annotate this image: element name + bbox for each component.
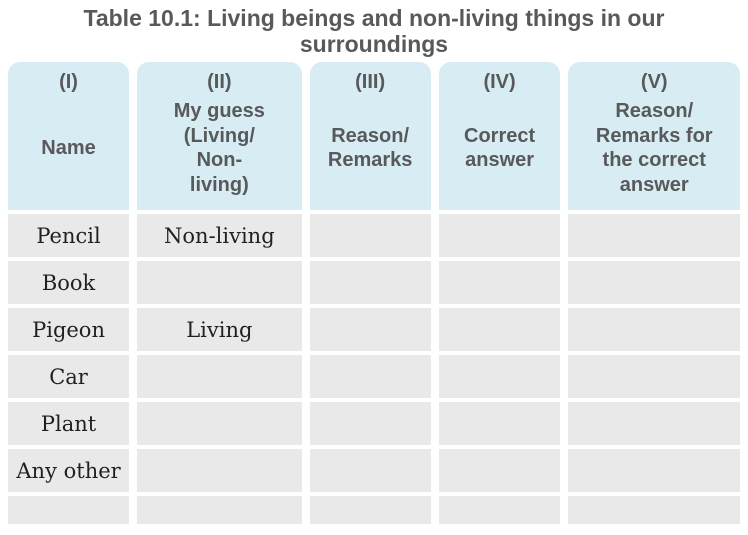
- guess-cell: [137, 355, 302, 398]
- reason-correct-cell: [568, 449, 740, 492]
- worksheet-table: (I) Name (II) My guess (Living/ Non- liv…: [0, 58, 748, 528]
- table-row-plant: Plant: [8, 402, 740, 445]
- reason-correct-cell: [568, 261, 740, 304]
- header-cell-correct-answer: (IV) Correct answer: [438, 62, 561, 210]
- name-cell: Pigeon: [8, 308, 130, 351]
- column-numeral: (V): [640, 71, 668, 93]
- guess-cell: [137, 449, 302, 492]
- reason-correct-cell: [568, 308, 740, 351]
- name-cell: Pencil: [8, 214, 130, 257]
- reason-cell: [309, 355, 431, 398]
- reason-cell: [309, 308, 431, 351]
- name-cell: Book: [8, 261, 130, 304]
- column-label-name: Name: [41, 137, 96, 159]
- reason-cell: [309, 261, 431, 304]
- reason-correct-cell: [568, 496, 740, 524]
- correct-answer-cell: [438, 214, 561, 257]
- reason-cell: [309, 496, 431, 524]
- column-numeral: (II): [207, 71, 232, 93]
- column-numeral: (IV): [483, 71, 516, 93]
- correct-answer-cell: [438, 449, 561, 492]
- header-cell-reason-correct: (V) Reason/ Remarks for the correct answ…: [568, 62, 740, 210]
- reason-cell: [309, 214, 431, 257]
- table-row-pigeon: Pigeon Living: [8, 308, 740, 351]
- header-cell-guess: (II) My guess (Living/ Non- living): [137, 62, 302, 210]
- table-row-book: Book: [8, 261, 740, 304]
- reason-correct-cell: [568, 214, 740, 257]
- correct-answer-cell: [438, 308, 561, 351]
- correct-answer-cell: [438, 261, 561, 304]
- name-cell: Car: [8, 355, 130, 398]
- column-numeral: (I): [59, 71, 78, 93]
- table-header: (I) Name (II) My guess (Living/ Non- liv…: [8, 62, 740, 210]
- guess-cell: Living: [137, 308, 302, 351]
- correct-answer-cell: [438, 402, 561, 445]
- table-row-pencil: Pencil Non-living: [8, 214, 740, 257]
- column-label-reason: Reason/ Remarks: [327, 124, 413, 172]
- page-title: Table 10.1: Living beings and non-living…: [83, 5, 665, 58]
- reason-cell: [309, 449, 431, 492]
- name-cell: [8, 496, 130, 524]
- column-label-correct-answer: Correct answer: [464, 124, 536, 172]
- name-cell: Any other: [8, 449, 130, 492]
- reason-correct-cell: [568, 402, 740, 445]
- name-cell: Plant: [8, 402, 130, 445]
- reason-cell: [309, 402, 431, 445]
- guess-cell: [137, 496, 302, 524]
- reason-correct-cell: [568, 355, 740, 398]
- table-body: Pencil Non-living Book Pigeon Living Car: [8, 214, 740, 524]
- header-cell-name: (I) Name: [8, 62, 130, 210]
- header-row: (I) Name (II) My guess (Living/ Non- liv…: [8, 62, 740, 210]
- column-numeral: (III): [355, 71, 386, 93]
- table-row-blank: [8, 496, 740, 524]
- guess-cell: [137, 402, 302, 445]
- column-label-guess: My guess (Living/ Non- living): [173, 100, 265, 196]
- column-label-reason-correct: Reason/ Remarks for the correct answer: [595, 100, 713, 196]
- table-row-car: Car: [8, 355, 740, 398]
- header-cell-reason: (III) Reason/ Remarks: [309, 62, 431, 210]
- table-row-any-other: Any other: [8, 449, 740, 492]
- guess-cell: Non-living: [137, 214, 302, 257]
- guess-cell: [137, 261, 302, 304]
- correct-answer-cell: [438, 496, 561, 524]
- correct-answer-cell: [438, 355, 561, 398]
